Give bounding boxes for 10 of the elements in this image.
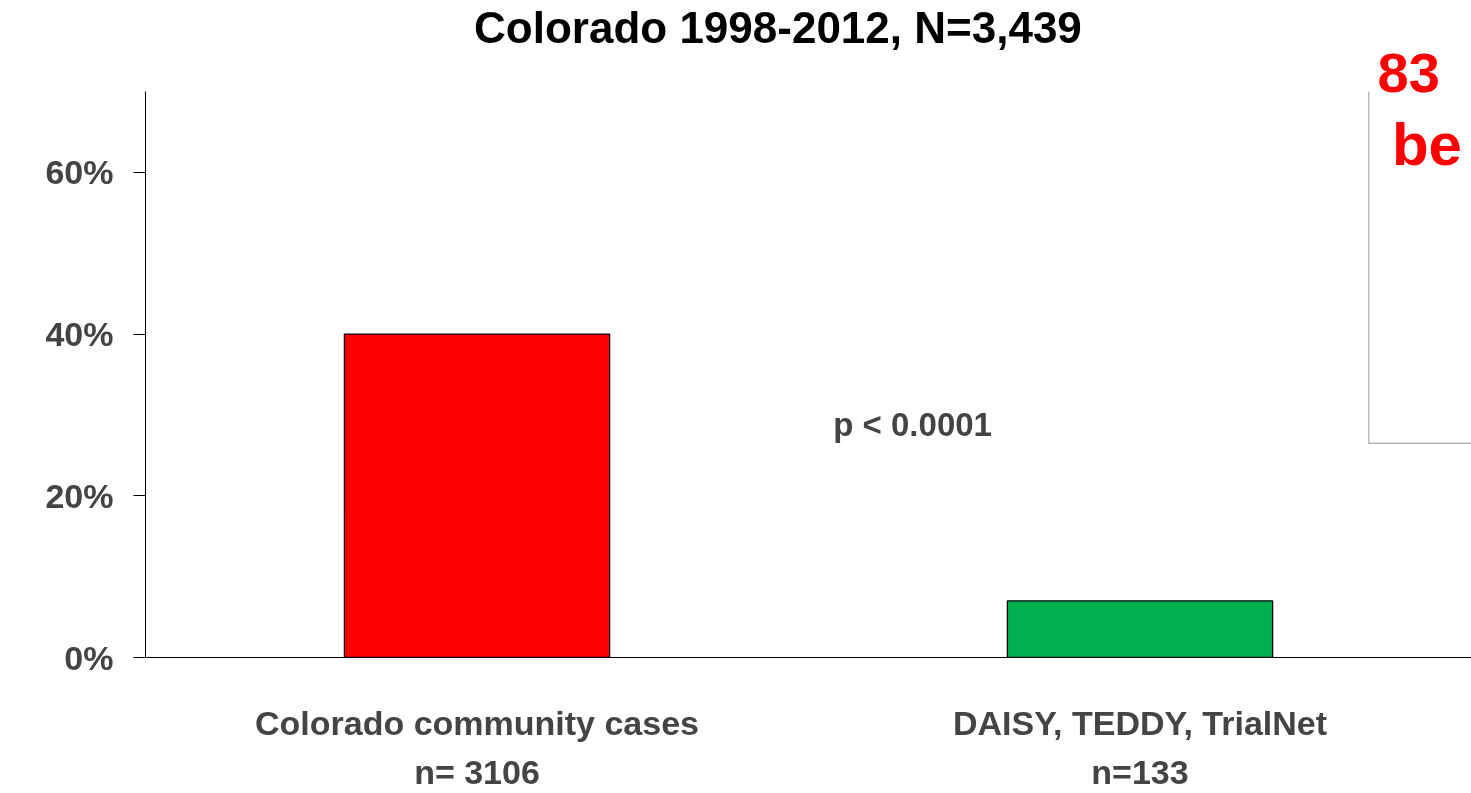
annotation: p < 0.0001 bbox=[833, 406, 992, 444]
chart-title: Colorado 1998-2012, N=3,439 bbox=[474, 2, 1082, 52]
y-tick-label: 40% bbox=[45, 315, 114, 354]
y-tick-label: 0% bbox=[64, 638, 114, 677]
y-tick-label: 20% bbox=[45, 476, 114, 515]
annotation: be bbox=[1391, 110, 1462, 178]
x-tick-label: Colorado community cases n= 3106 bbox=[255, 703, 700, 791]
x-tick-label: DAISY, TEDDY, TrialNet n=133 bbox=[952, 703, 1328, 791]
annotation: 83 bbox=[1377, 40, 1440, 104]
y-tick-label: 60% bbox=[45, 153, 114, 192]
